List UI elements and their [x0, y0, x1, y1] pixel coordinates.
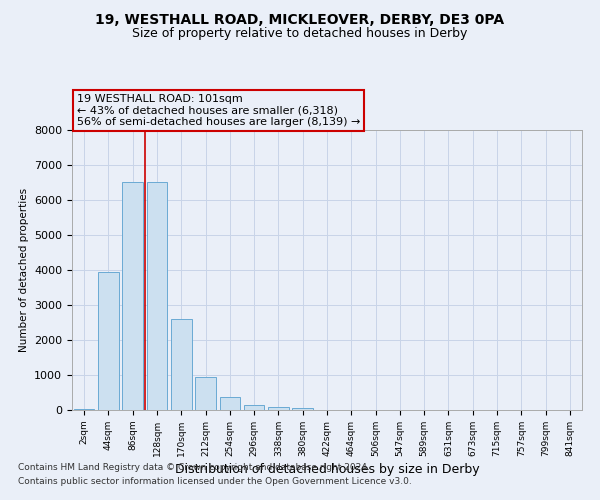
Bar [146, 182, 167, 410]
Bar [122, 182, 143, 410]
Text: Contains HM Land Registry data © Crown copyright and database right 2024.: Contains HM Land Registry data © Crown c… [18, 464, 370, 472]
Y-axis label: Number of detached properties: Number of detached properties [19, 188, 29, 352]
Bar [171, 319, 191, 410]
Bar [74, 409, 94, 410]
Text: 19, WESTHALL ROAD, MICKLEOVER, DERBY, DE3 0PA: 19, WESTHALL ROAD, MICKLEOVER, DERBY, DE… [95, 12, 505, 26]
Text: Size of property relative to detached houses in Derby: Size of property relative to detached ho… [133, 28, 467, 40]
Text: 19 WESTHALL ROAD: 101sqm
← 43% of detached houses are smaller (6,318)
56% of sem: 19 WESTHALL ROAD: 101sqm ← 43% of detach… [77, 94, 361, 127]
Bar [195, 377, 216, 410]
Text: Contains public sector information licensed under the Open Government Licence v3: Contains public sector information licen… [18, 477, 412, 486]
Bar [98, 272, 119, 410]
X-axis label: Distribution of detached houses by size in Derby: Distribution of detached houses by size … [175, 463, 479, 476]
Bar [220, 396, 240, 410]
Bar [244, 406, 265, 410]
Bar [292, 408, 313, 410]
Bar [268, 407, 289, 410]
